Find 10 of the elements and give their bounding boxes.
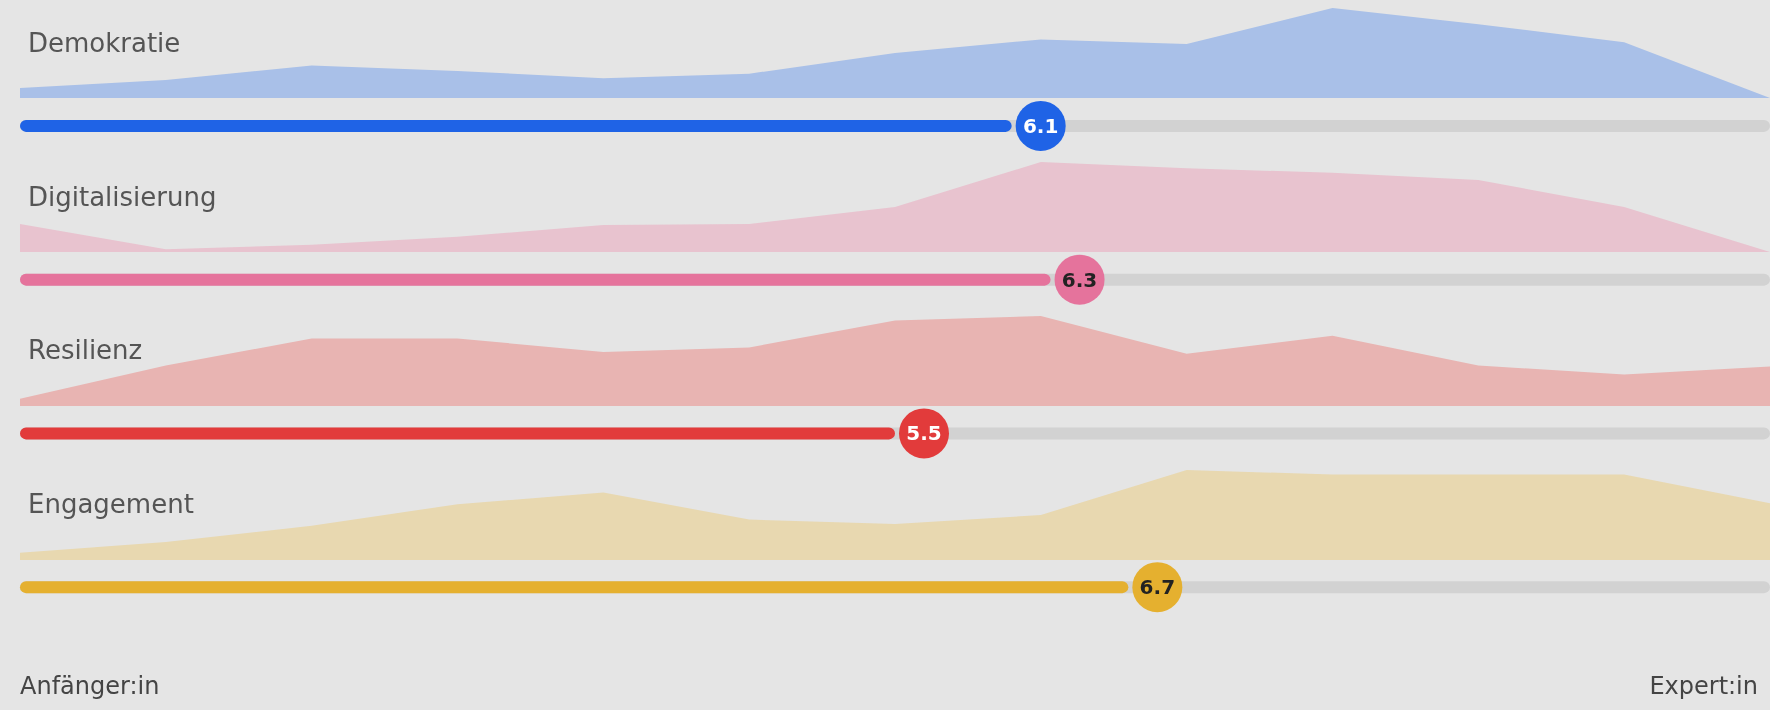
- text: Expert:in: [1649, 672, 1758, 700]
- data-label: 5.5: [906, 421, 942, 446]
- y-tick-label: Digitalisierung: [28, 181, 217, 212]
- y-tick-label: Engagement: [28, 489, 194, 520]
- data-label: 6.1: [1022, 113, 1059, 138]
- text: Anfänger:in: [20, 672, 160, 700]
- data-label: 6.3: [1061, 267, 1098, 292]
- y-tick-label: Demokratie: [28, 27, 181, 58]
- y-tick-label: Resilienz: [28, 335, 143, 366]
- data-label: 6.7: [1139, 575, 1176, 600]
